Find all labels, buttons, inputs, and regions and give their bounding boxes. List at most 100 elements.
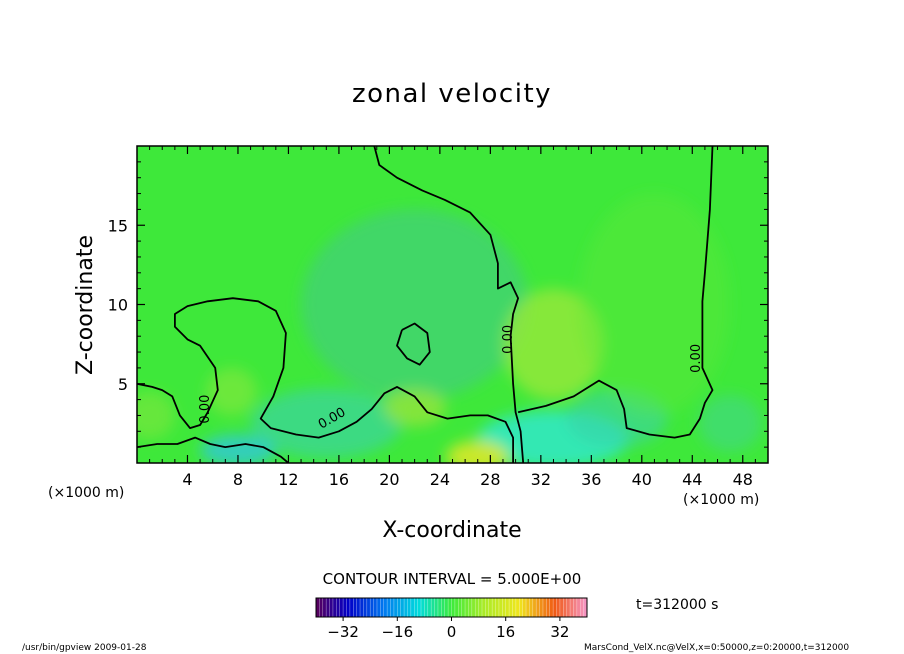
colorbar-cell (380, 598, 385, 617)
colorbar-cell (316, 598, 320, 617)
colorbar-cell (583, 598, 588, 617)
colorbar-cell (339, 598, 344, 617)
y-axis-label: Z-coordinate (73, 235, 98, 375)
x-unit-left: (×1000 m) (48, 485, 124, 501)
colorbar-cell (346, 598, 351, 617)
colorbar-cell (356, 598, 361, 617)
field-anomaly-4 (200, 434, 276, 463)
x-tick-label-1: 8 (233, 470, 243, 489)
field-anomaly-11 (698, 394, 762, 452)
colorbar-cell (519, 598, 524, 617)
footer-left: /usr/bin/gpview 2009-01-28 (22, 643, 147, 653)
x-unit-right: (×1000 m) (683, 492, 759, 508)
colorbar-cell (329, 598, 334, 617)
colorbar-cell (404, 598, 408, 617)
colorbar-cell (424, 598, 429, 617)
x-axis-label: X-coordinate (382, 518, 521, 543)
colorbar-cell (570, 598, 574, 617)
colorbar-cell (576, 598, 581, 617)
colorbar-cell (532, 598, 537, 617)
footer-right: MarsCond_VelX.nc@VelX,x=0:50000,z=0:2000… (584, 643, 849, 653)
colorbar-cell (393, 598, 398, 617)
colorbar-cell (488, 598, 493, 617)
colorbar-cell (349, 598, 354, 617)
field-anomaly-9 (137, 391, 175, 440)
x-tick-label-2: 12 (278, 470, 298, 489)
chart-title: zonal velocity (352, 79, 552, 109)
colorbar-cell (498, 598, 503, 617)
y-tick-label-2: 15 (108, 216, 128, 235)
zero-contour-4 (517, 146, 714, 439)
colorbar-cell (421, 598, 425, 617)
field-anomaly-8 (446, 440, 510, 463)
colorbar-cell (332, 598, 337, 617)
x-axis-ticks: 4 8 12 16 20 24 28 32 36 40 44 48 (149, 146, 756, 489)
colorbar-tick-label-2: 0 (447, 623, 457, 641)
field-anomaly-10 (578, 193, 731, 416)
colorbar-cell (458, 598, 463, 617)
field-anomaly-0 (301, 209, 529, 400)
x-tick-label-10: 44 (682, 470, 702, 489)
contour-label-0: 0.00 (198, 395, 213, 424)
colorbar-cell (526, 598, 530, 617)
colorbar-cell (366, 598, 371, 617)
velocity-field (137, 193, 762, 463)
zero-contour-0 (137, 297, 514, 463)
colorbar-cell (448, 598, 452, 617)
colorbar-cell (478, 598, 483, 617)
colorbar-cell (553, 598, 557, 617)
colorbar-cell (536, 598, 540, 617)
colorbar-cell (539, 598, 544, 617)
colorbar-cell (468, 598, 473, 617)
colorbar-cell (360, 598, 364, 617)
colorbar-cell (481, 598, 486, 617)
colorbar-cell (370, 598, 374, 617)
colorbar-cell (363, 598, 368, 617)
colorbar-cell (465, 598, 469, 617)
colorbar-tick-label-1: −16 (381, 623, 413, 641)
zero-contour-1 (137, 436, 289, 463)
x-tick-label-8: 36 (581, 470, 601, 489)
colorbar-cell (390, 598, 395, 617)
y-tick-label-1: 10 (108, 296, 128, 315)
y-axis-ticks: 5 10 15 (108, 161, 768, 448)
colorbar-tick-label-4: 32 (550, 623, 569, 641)
colorbar-cell (397, 598, 402, 617)
colorbar-cell (475, 598, 479, 617)
x-tick-label-11: 48 (733, 470, 753, 489)
y-tick-label-0: 5 (118, 375, 128, 394)
contour-label-3: 0.00 (689, 344, 704, 373)
colorbar-cell (373, 598, 378, 617)
colorbar-cell (319, 598, 324, 617)
colorbar-cell (322, 598, 327, 617)
colorbar-cell (529, 598, 534, 617)
colorbar-cell (515, 598, 520, 617)
x-tick-label-3: 16 (329, 470, 349, 489)
x-tick-label-5: 24 (430, 470, 450, 489)
colorbar-cell (559, 598, 564, 617)
colorbar-cell (451, 598, 456, 617)
plot-area: 0.00 0.000.000.00 (137, 146, 768, 463)
x-tick-label-4: 20 (379, 470, 399, 489)
colorbar-cell (343, 598, 347, 617)
x-tick-label-9: 40 (632, 470, 652, 489)
colorbar-cell (549, 598, 554, 617)
x-tick-label-7: 32 (531, 470, 551, 489)
zero-contour-3 (373, 146, 525, 463)
colorbar-cell (444, 598, 449, 617)
colorbar-cell (509, 598, 513, 617)
colorbar-cell (414, 598, 419, 617)
colorbar-cell (461, 598, 466, 617)
colorbar-cell (566, 598, 571, 617)
colorbar-cell (407, 598, 412, 617)
colorbar-cell (505, 598, 510, 617)
colorbar-cell (454, 598, 459, 617)
colorbar-cell (427, 598, 432, 617)
colorbar-cell (492, 598, 496, 617)
colorbar-cell (546, 598, 551, 617)
colorbar-cell (563, 598, 568, 617)
colorbar-cell (400, 598, 405, 617)
colorbar-cell (502, 598, 507, 617)
time-label: t=312000 s (636, 597, 718, 613)
colorbar-cell (431, 598, 435, 617)
